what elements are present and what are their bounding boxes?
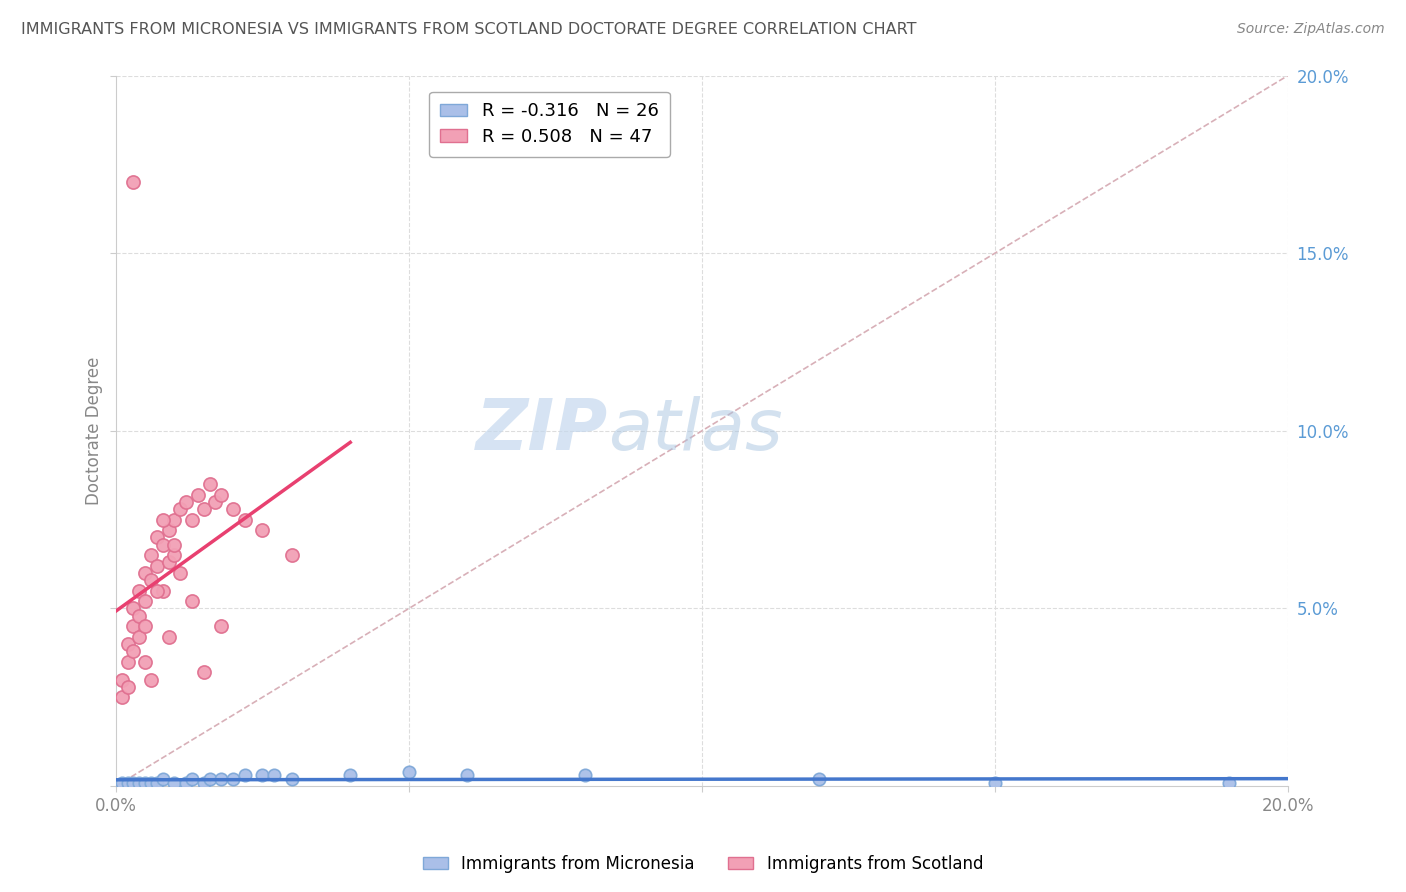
Text: IMMIGRANTS FROM MICRONESIA VS IMMIGRANTS FROM SCOTLAND DOCTORATE DEGREE CORRELAT: IMMIGRANTS FROM MICRONESIA VS IMMIGRANTS… (21, 22, 917, 37)
Point (193, 775, 215, 789)
Point (134, 775, 156, 789)
Point (134, 594, 156, 608)
Point (122, 775, 145, 789)
Point (122, 619, 145, 633)
Point (111, 775, 134, 789)
Point (152, 772, 174, 786)
Point (209, 772, 232, 786)
Point (252, 524, 274, 538)
Point (111, 673, 134, 687)
Point (398, 764, 420, 779)
Point (233, 768, 256, 782)
Point (204, 495, 226, 509)
Point (157, 524, 180, 538)
Point (152, 537, 174, 551)
Point (808, 772, 831, 786)
Point (169, 566, 191, 580)
Point (280, 548, 302, 562)
Point (128, 608, 150, 623)
Point (1218, 775, 1240, 789)
Point (198, 477, 221, 491)
Point (187, 488, 209, 502)
Point (146, 583, 169, 598)
Point (263, 768, 285, 782)
Point (134, 655, 156, 669)
Point (146, 775, 169, 789)
Point (984, 775, 1007, 789)
Point (209, 488, 232, 502)
Point (117, 637, 139, 651)
Point (181, 513, 204, 527)
Legend: R = -0.316   N = 26, R = 0.508   N = 47: R = -0.316 N = 26, R = 0.508 N = 47 (429, 92, 669, 156)
Point (157, 555, 180, 569)
Point (222, 772, 245, 786)
Point (574, 768, 596, 782)
Point (181, 594, 204, 608)
Point (163, 775, 186, 789)
Legend: Immigrants from Micronesia, Immigrants from Scotland: Immigrants from Micronesia, Immigrants f… (416, 848, 990, 880)
Point (339, 768, 361, 782)
Point (139, 548, 162, 562)
Point (209, 619, 232, 633)
Point (233, 513, 256, 527)
Point (198, 772, 221, 786)
Point (111, 690, 134, 705)
Point (163, 548, 186, 562)
Point (117, 775, 139, 789)
Point (117, 680, 139, 694)
Point (139, 673, 162, 687)
Point (128, 775, 150, 789)
Text: ZIP: ZIP (475, 396, 609, 466)
Text: Source: ZipAtlas.com: Source: ZipAtlas.com (1237, 22, 1385, 37)
Point (139, 573, 162, 587)
Y-axis label: Doctorate Degree: Doctorate Degree (86, 357, 103, 505)
Point (152, 513, 174, 527)
Point (134, 619, 156, 633)
Point (456, 768, 478, 782)
Point (280, 772, 302, 786)
Point (252, 768, 274, 782)
Point (193, 502, 215, 516)
Point (128, 583, 150, 598)
Point (181, 772, 204, 786)
Point (122, 601, 145, 615)
Point (117, 655, 139, 669)
Point (222, 502, 245, 516)
Point (128, 630, 150, 644)
Point (157, 630, 180, 644)
Point (134, 566, 156, 580)
Point (139, 775, 162, 789)
Point (122, 175, 145, 189)
Point (169, 502, 191, 516)
Point (152, 583, 174, 598)
Point (174, 775, 197, 789)
Point (163, 537, 186, 551)
Point (122, 644, 145, 658)
Point (174, 495, 197, 509)
Text: atlas: atlas (609, 396, 783, 466)
Point (146, 530, 169, 544)
Point (163, 513, 186, 527)
Point (146, 558, 169, 573)
Point (193, 665, 215, 680)
